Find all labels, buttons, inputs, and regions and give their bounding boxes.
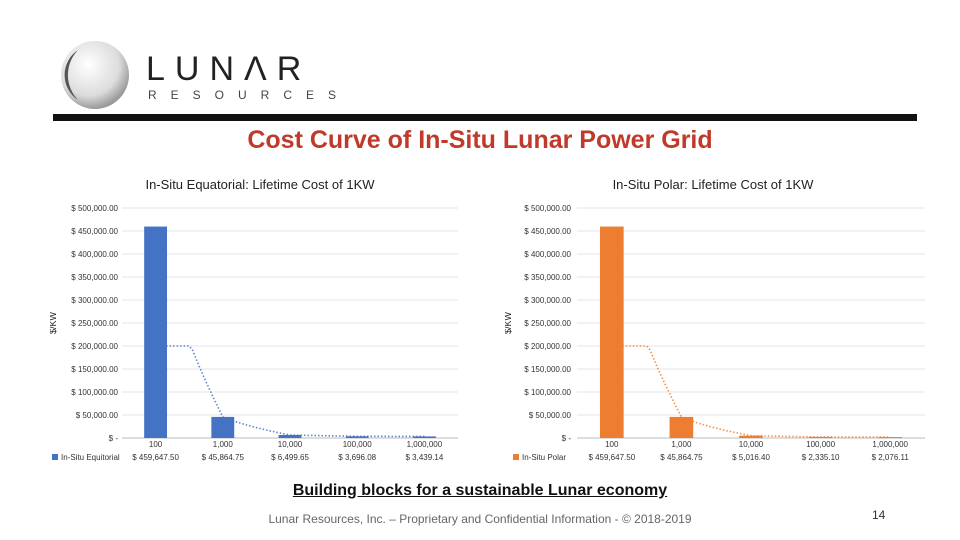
y-axis-label: $/KW <box>50 311 58 334</box>
y-tick-label: $ 350,000.00 <box>524 273 571 282</box>
bar-100 <box>599 226 624 438</box>
y-tick-label: $ 350,000.00 <box>71 273 118 282</box>
page-number: 14 <box>872 508 886 522</box>
y-tick-label: $ 300,000.00 <box>524 296 571 305</box>
page-title: Cost Curve of In-Situ Lunar Power Grid <box>247 126 713 154</box>
brand-subtitle: RESOURCES <box>148 88 351 102</box>
bar-1000 <box>211 416 235 438</box>
data-label: $ 459,647.50 <box>588 453 635 462</box>
data-label: $ 5,016.40 <box>732 453 770 462</box>
y-tick-label: $ 200,000.00 <box>71 342 118 351</box>
data-label: $ 45,864.75 <box>660 453 703 462</box>
y-tick-label: $ 500,000.00 <box>524 204 571 213</box>
x-tick-label: 1,000,000 <box>872 440 908 449</box>
trendline <box>611 345 891 438</box>
y-tick-label: $ 50,000.00 <box>529 411 572 420</box>
y-tick-label: $ - <box>562 434 572 443</box>
bar-1000000 <box>878 437 903 439</box>
legend-swatch <box>52 454 58 460</box>
data-label: $ 45,864.75 <box>202 453 245 462</box>
y-tick-label: $ - <box>109 434 119 443</box>
data-label: $ 459,647.50 <box>132 453 179 462</box>
y-tick-label: $ 500,000.00 <box>71 204 118 213</box>
logo: LUNΛR RESOURCES <box>58 38 336 118</box>
y-tick-label: $ 100,000.00 <box>71 388 118 397</box>
legend-label: In-Situ Polar <box>522 453 566 462</box>
data-label: $ 6,499.65 <box>271 453 309 462</box>
x-tick-label: 100,000 <box>343 440 372 449</box>
y-tick-label: $ 300,000.00 <box>71 296 118 305</box>
bar-1000 <box>669 416 694 438</box>
y-tick-label: $ 250,000.00 <box>524 319 571 328</box>
bar-10000 <box>278 435 302 438</box>
data-label: $ 2,076.11 <box>872 453 910 462</box>
moon-logo-icon <box>61 41 129 109</box>
x-tick-label: 1,000 <box>213 440 234 449</box>
bar-1000000 <box>412 436 436 438</box>
x-tick-label: 1,000,000 <box>407 440 443 449</box>
polar-chart-svg: In-Situ Polar: Lifetime Cost of 1KW $/KW $… <box>505 177 925 462</box>
legend-swatch <box>513 454 519 460</box>
y-tick-label: $ 150,000.00 <box>524 365 571 374</box>
bar-10000 <box>739 435 763 438</box>
y-tick-label: $ 150,000.00 <box>71 365 118 374</box>
trendline <box>155 345 425 438</box>
equatorial-chart-svg: In-Situ Equatorial: Lifetime Cost of 1KW… <box>50 177 458 462</box>
polar-chart: In-Situ Polar: Lifetime Cost of 1KW $/KW $… <box>505 170 935 470</box>
tagline: Building blocks for a sustainable Lunar … <box>292 482 668 499</box>
y-tick-label: $ 400,000.00 <box>524 250 571 259</box>
data-label: $ 3,439.14 <box>405 453 443 462</box>
x-tick-label: 100 <box>149 440 163 449</box>
chart-title: In-Situ Polar: Lifetime Cost of 1KW <box>613 177 815 192</box>
y-tick-label: $ 250,000.00 <box>71 319 118 328</box>
x-tick-label: 10,000 <box>278 440 303 449</box>
x-tick-label: 1,000 <box>671 440 692 449</box>
y-tick-label: $ 450,000.00 <box>71 227 118 236</box>
y-tick-label: $ 100,000.00 <box>524 388 571 397</box>
header-rule <box>53 114 917 121</box>
x-tick-label: 100,000 <box>806 440 835 449</box>
y-tick-label: $ 200,000.00 <box>524 342 571 351</box>
x-tick-label: 10,000 <box>739 440 764 449</box>
footer-text: Lunar Resources, Inc. – Proprietary and … <box>268 512 692 526</box>
bar-100 <box>144 226 168 438</box>
chart-title: In-Situ Equatorial: Lifetime Cost of 1KW <box>145 177 375 192</box>
legend-label: In-Situ Equitorial <box>61 453 120 462</box>
data-label: $ 2,335.10 <box>802 453 840 462</box>
data-label: $ 3,696.08 <box>338 453 376 462</box>
y-axis-label: $/KW <box>505 311 513 334</box>
bar-100000 <box>345 436 369 438</box>
y-tick-label: $ 50,000.00 <box>76 411 119 420</box>
x-tick-label: 100 <box>605 440 619 449</box>
y-tick-label: $ 450,000.00 <box>524 227 571 236</box>
y-tick-label: $ 400,000.00 <box>71 250 118 259</box>
equatorial-chart: In-Situ Equatorial: Lifetime Cost of 1KW… <box>50 170 510 470</box>
brand-name: LUNΛR <box>146 50 312 88</box>
